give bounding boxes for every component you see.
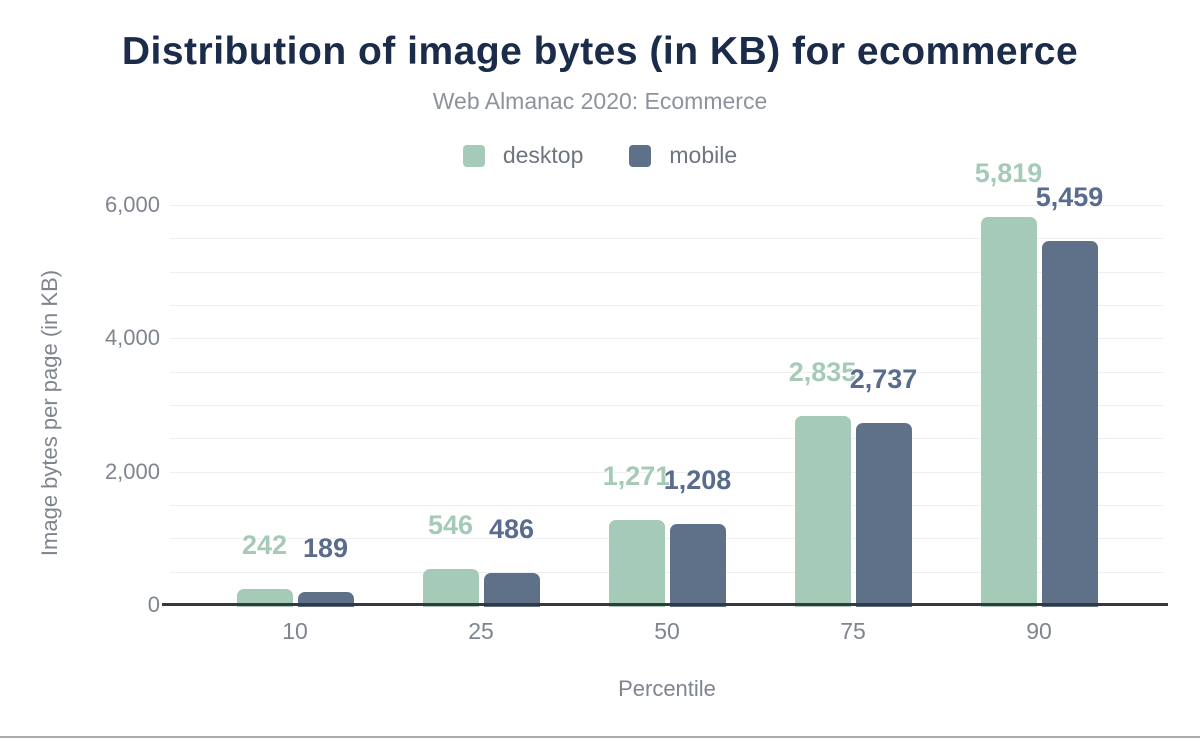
- x-tick-label-75: 75: [840, 618, 866, 644]
- mobile-bar-p50[interactable]: [669, 524, 726, 607]
- desktop-value-label-p75: 2,835: [788, 357, 857, 387]
- desktop-series-swatch-icon: [462, 144, 485, 167]
- desktop-bar-p50[interactable]: [608, 520, 665, 607]
- desktop-bar-p25[interactable]: [422, 568, 479, 607]
- mobile-value-label-p75: 2,737: [849, 363, 918, 394]
- gridline-4000: [170, 338, 1163, 339]
- mobile-bar-p75[interactable]: [855, 422, 912, 607]
- x-tick-label-50: 50: [654, 618, 680, 644]
- mobile-value-label-p10: 189: [302, 533, 349, 564]
- legend-item-mobile[interactable]: mobile: [629, 142, 737, 169]
- mobile-value-label-p50: 1,208: [663, 465, 732, 496]
- gridline-1500: [170, 505, 1163, 506]
- gridline-6000: [170, 205, 1163, 206]
- mobile-value-label-p90: 5,459: [1035, 182, 1104, 213]
- desktop-value-label-p25: 546: [427, 509, 474, 540]
- y-axis-title: Image bytes per page (in KB): [37, 269, 62, 557]
- mobile-bar-p25[interactable]: [483, 572, 540, 607]
- x-tick-label-10: 10: [282, 618, 308, 644]
- gridline-5500: [170, 238, 1163, 239]
- bottom-border: [0, 736, 1200, 738]
- x-tick-label-90: 90: [1026, 618, 1052, 644]
- y-tick-label: 6,000: [104, 192, 160, 217]
- desktop-value-label-p50: 1,271: [602, 461, 671, 492]
- gridline-3500: [170, 372, 1163, 373]
- gridline-2500: [170, 438, 1163, 439]
- legend-item-desktop[interactable]: desktop: [462, 142, 584, 169]
- gridline-2000: [170, 472, 1163, 473]
- chart-subtitle: Web Almanac 2020: Ecommerce: [432, 88, 768, 114]
- mobile-value-label-p25: 486: [488, 513, 535, 544]
- gridline-4500: [170, 305, 1163, 306]
- desktop-bar-p90[interactable]: [980, 217, 1037, 607]
- y-tick-label: 0: [147, 592, 160, 617]
- gridline-5000: [170, 272, 1163, 273]
- gridline-1000: [170, 538, 1163, 539]
- desktop-value-label-p10: 242: [241, 529, 288, 560]
- desktop-value-label-p90: 5,819: [974, 158, 1043, 189]
- mobile-bar-p90[interactable]: [1041, 241, 1098, 607]
- y-tick-label: 4,000: [104, 325, 160, 351]
- x-tick-label-25: 25: [468, 618, 494, 644]
- desktop-bar-p10[interactable]: [236, 588, 293, 607]
- desktop-bar-p75[interactable]: [794, 416, 851, 607]
- chart-title: Distribution of image bytes (in KB) for …: [121, 30, 1079, 73]
- legend-label-desktop: desktop: [502, 142, 584, 168]
- mobile-series-swatch-icon: [629, 144, 652, 167]
- x-axis-title: Percentile: [618, 676, 716, 701]
- legend: desktop mobile: [0, 142, 1200, 169]
- x-axis-line: [162, 603, 1168, 606]
- y-tick-label: 2,000: [104, 458, 160, 484]
- legend-label-mobile: mobile: [669, 142, 738, 168]
- gridline-3000: [170, 405, 1163, 406]
- gridline-500: [170, 572, 1163, 573]
